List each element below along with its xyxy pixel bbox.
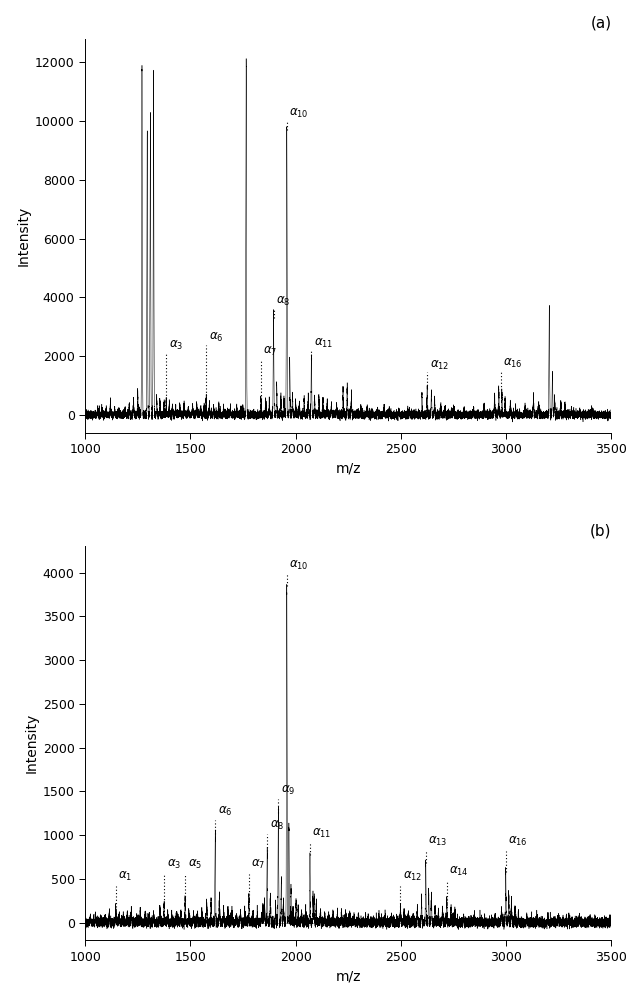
X-axis label: m/z: m/z	[336, 462, 361, 476]
Text: $\alpha_{10}$: $\alpha_{10}$	[289, 107, 309, 120]
Text: $\alpha_{16}$: $\alpha_{16}$	[508, 835, 528, 848]
Text: (b): (b)	[590, 523, 611, 538]
Text: $\alpha_{10}$: $\alpha_{10}$	[289, 559, 309, 572]
Text: $\alpha_{8}$: $\alpha_{8}$	[270, 819, 284, 832]
Text: $\alpha_{11}$: $\alpha_{11}$	[312, 827, 332, 840]
Text: $\alpha_{12}$: $\alpha_{12}$	[403, 870, 422, 883]
Text: $\alpha_{11}$: $\alpha_{11}$	[314, 336, 334, 350]
Text: $\alpha_{13}$: $\alpha_{13}$	[428, 835, 448, 848]
Text: $\alpha_{12}$: $\alpha_{12}$	[430, 358, 449, 372]
Text: $\alpha_{3}$: $\alpha_{3}$	[169, 339, 183, 352]
Text: (a): (a)	[591, 16, 611, 31]
Y-axis label: Intensity: Intensity	[24, 713, 39, 773]
Y-axis label: Intensity: Intensity	[17, 206, 31, 266]
Text: $\alpha_{6}$: $\alpha_{6}$	[218, 805, 232, 818]
Text: $\alpha_{14}$: $\alpha_{14}$	[450, 865, 469, 878]
Text: $\alpha_{8}$: $\alpha_{8}$	[276, 295, 290, 308]
X-axis label: m/z: m/z	[336, 969, 361, 983]
Text: $\alpha_{9}$: $\alpha_{9}$	[281, 784, 295, 797]
Text: $\alpha_{7}$: $\alpha_{7}$	[263, 345, 278, 358]
Text: $\alpha_{7}$: $\alpha_{7}$	[251, 858, 266, 871]
Text: $\alpha_{6}$: $\alpha_{6}$	[209, 331, 223, 344]
Text: $\alpha_{3}$: $\alpha_{3}$	[167, 858, 181, 871]
Text: $\alpha_{16}$: $\alpha_{16}$	[504, 357, 523, 370]
Text: $\alpha_{1}$: $\alpha_{1}$	[118, 870, 133, 883]
Text: $\alpha_{5}$: $\alpha_{5}$	[187, 858, 202, 871]
